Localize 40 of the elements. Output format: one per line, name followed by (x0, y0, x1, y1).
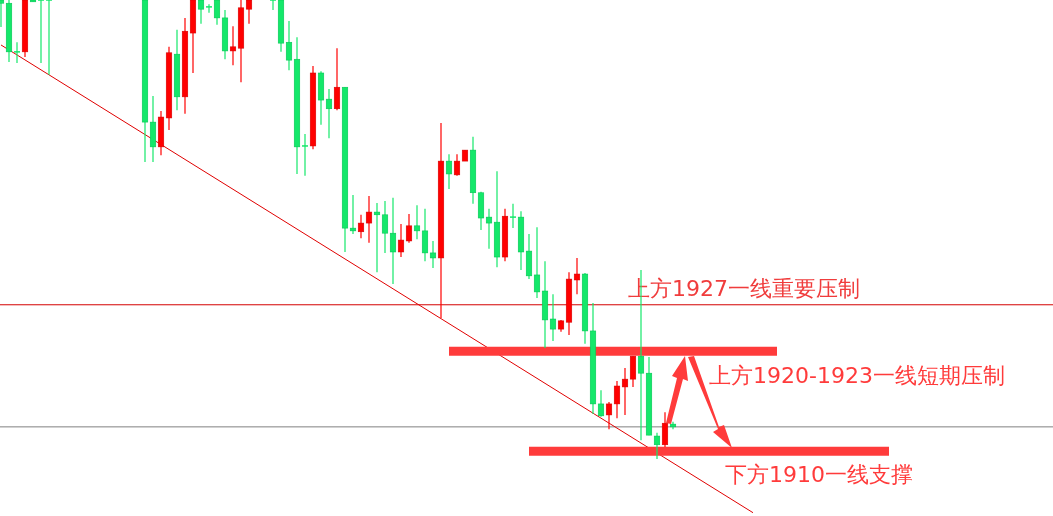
candlestick (549, 293, 557, 342)
candlestick (597, 389, 605, 418)
candlestick (621, 367, 629, 416)
candlestick (629, 355, 637, 388)
candlestick (485, 208, 493, 250)
candlestick (661, 411, 669, 448)
candlestick (45, 0, 53, 76)
candlestick (357, 214, 365, 239)
candlestick (429, 240, 437, 269)
candlestick (301, 133, 309, 177)
candlestick (325, 88, 333, 139)
candlestick (653, 432, 661, 460)
candlestick (349, 194, 357, 235)
candlestick (573, 257, 581, 295)
candlestick (285, 20, 293, 71)
candlestick (205, 3, 213, 14)
candlestick (269, 0, 277, 11)
candlestick (405, 213, 413, 244)
candlestick (613, 380, 621, 419)
candlestick (453, 153, 461, 177)
candlestick (605, 401, 613, 430)
candlestick (245, 0, 253, 25)
candlestick (389, 197, 397, 285)
candlestick (421, 208, 429, 262)
candlestick (229, 25, 237, 66)
candlestick (413, 204, 421, 240)
candlestick (13, 41, 21, 64)
candlestick (197, 0, 205, 25)
candlestick (37, 0, 45, 64)
candlestick (373, 202, 381, 273)
candlestick (365, 195, 373, 244)
candlestick (397, 223, 405, 258)
candlestick (213, 0, 221, 26)
candlestick (381, 200, 389, 254)
candlestick (333, 47, 341, 111)
series-label: 上方1920-1923一线短期压制 (709, 363, 1005, 389)
series-label: 下方1910一线支撑 (725, 462, 913, 488)
candlestick (509, 203, 517, 229)
candlestick (445, 153, 453, 190)
candlestick (533, 226, 541, 299)
